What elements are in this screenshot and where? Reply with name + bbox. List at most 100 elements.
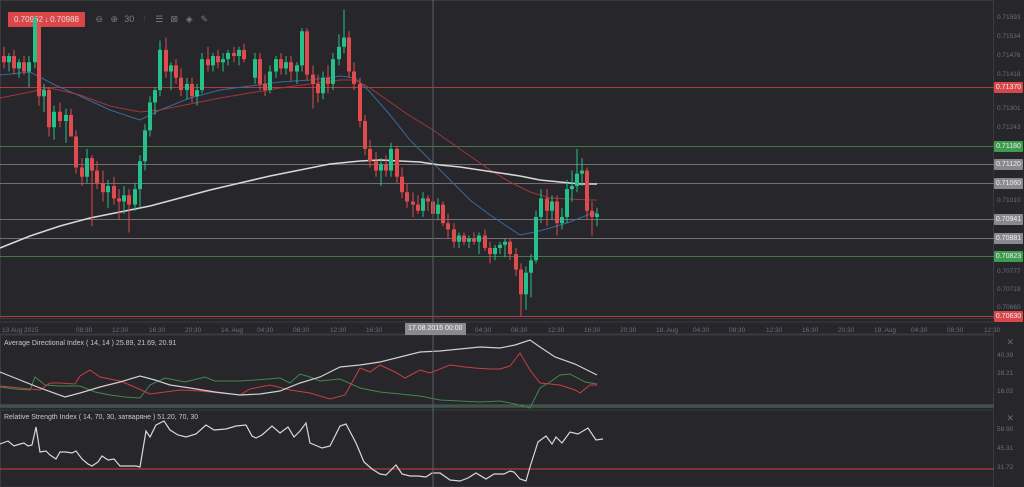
candle [321, 77, 325, 94]
screenshot-icon[interactable]: ⊠ [170, 13, 179, 24]
candle [575, 173, 579, 187]
candle [545, 198, 549, 211]
candle [405, 192, 409, 202]
time-axis-label: 08:30 [293, 327, 310, 334]
candle [316, 83, 320, 94]
candle [122, 195, 126, 202]
candle [17, 62, 21, 69]
candle [226, 52, 230, 60]
candle [242, 49, 246, 60]
candle [284, 62, 288, 69]
time-axis-label: 04:30 [257, 327, 274, 334]
candle [179, 77, 183, 91]
moving-average-line [0, 71, 598, 236]
candle [101, 182, 105, 193]
level-price-badge: 0.70823 [994, 251, 1023, 262]
timeframe-icon[interactable]: 30 [124, 14, 135, 24]
candle [503, 241, 507, 245]
indicator-line [0, 420, 604, 482]
candle [555, 201, 559, 224]
candle [37, 22, 41, 97]
time-axis-label: 12:30 [766, 327, 783, 334]
indicator-line [0, 373, 598, 409]
candle [47, 90, 51, 128]
time-axis-label: 04:30 [693, 327, 710, 334]
time-axis-label: 08:30 [947, 327, 964, 334]
candle [550, 201, 554, 211]
indicator-line [0, 339, 598, 398]
candle [221, 59, 225, 63]
bid-ask-badge[interactable]: 0.70962 ↓ 0.70988 [8, 11, 85, 27]
candle [258, 59, 262, 84]
candle [441, 204, 445, 224]
candle [457, 235, 461, 242]
candle [337, 46, 341, 60]
chart-toolbar: 0.70962 ↓ 0.70988 ⊖ ⊕ 30 ⫶ ☰ ⊠ ◈ ✎ [8, 11, 212, 27]
candle [524, 272, 528, 295]
price-axis-label: 0.71243 [997, 124, 1021, 131]
candle [74, 136, 78, 168]
level-price-badge: 0.70881 [994, 233, 1023, 244]
tag-icon[interactable]: ◈ [185, 13, 193, 24]
indicator-line [0, 352, 597, 400]
price-axis-label: 0.71476 [997, 52, 1021, 59]
time-axis-label: 16:30 [584, 327, 601, 334]
candle [216, 56, 220, 63]
close-rsi-icon[interactable]: ✕ [1006, 413, 1014, 423]
moving-averages [0, 71, 598, 249]
candle [300, 31, 304, 66]
candle [488, 247, 492, 255]
candle [384, 164, 388, 171]
draw-icon[interactable]: ✎ [200, 13, 209, 24]
candle [519, 269, 523, 295]
time-axis-label: 13 Aug 2015 [2, 327, 39, 334]
candle [539, 198, 543, 217]
candle [493, 247, 497, 255]
candle [64, 114, 68, 122]
time-axis-label: 08:30 [729, 327, 746, 334]
candle [452, 229, 456, 242]
candle [395, 148, 399, 177]
ask-price: 0.70988 [50, 14, 79, 24]
candle [358, 83, 362, 122]
moving-average-line [0, 159, 597, 249]
indicator-axis-label: 58.90 [997, 426, 1014, 433]
zoom-in-icon[interactable]: ⊕ [110, 13, 119, 24]
time-axis-label: 04:30 [475, 327, 492, 334]
close-adx-icon[interactable]: ✕ [1006, 337, 1014, 347]
chart-type-icon[interactable]: ⫶ [143, 13, 146, 24]
zoom-out-icon[interactable]: ⊖ [95, 13, 104, 24]
indicators-icon[interactable]: ☰ [155, 13, 164, 24]
candle [534, 216, 538, 261]
crosshair-time-label: 17.08.2015 00:00 [405, 323, 466, 335]
candle [416, 204, 420, 211]
candle [211, 56, 215, 66]
candle [22, 62, 26, 72]
price-axis-label: 0.71593 [997, 14, 1021, 21]
candle [374, 161, 378, 171]
main-pane-frame [0, 0, 994, 319]
candle [529, 260, 533, 273]
candle [400, 176, 404, 193]
indicator-axis-label: 45.31 [997, 445, 1014, 452]
price-axis-label: 0.71418 [997, 71, 1021, 78]
candle [12, 56, 16, 69]
arrow-down-icon: ↓ [44, 14, 49, 24]
time-axis-label: 20:30 [185, 327, 202, 334]
candle [483, 235, 487, 248]
time-axis-label: 12:30 [548, 327, 565, 334]
candle [106, 186, 110, 193]
candle [253, 59, 257, 78]
time-axis-label: 19. Aug [874, 327, 897, 334]
time-axis-label: 20:30 [620, 327, 637, 334]
candle [467, 238, 471, 242]
indicator-axis-label: 16.02 [997, 388, 1014, 395]
candle [90, 158, 94, 171]
candle [389, 148, 393, 171]
candle [446, 223, 450, 230]
candle [279, 59, 283, 69]
candle [421, 198, 425, 211]
candle [190, 83, 194, 97]
